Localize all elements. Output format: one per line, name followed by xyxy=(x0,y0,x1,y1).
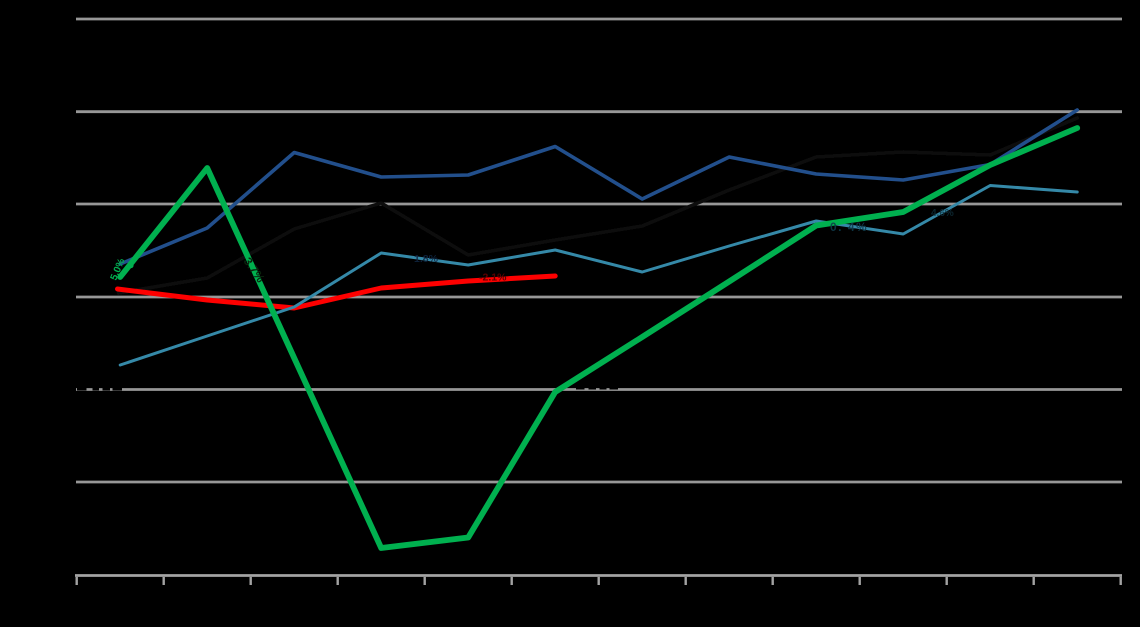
svg-text:4.6%: 4.6% xyxy=(931,208,954,219)
svg-text:-2.1%: -2.1% xyxy=(479,272,507,284)
svg-text:1.8%: 1.8% xyxy=(414,253,439,265)
svg-text:0. 4%: 0. 4% xyxy=(830,220,868,234)
